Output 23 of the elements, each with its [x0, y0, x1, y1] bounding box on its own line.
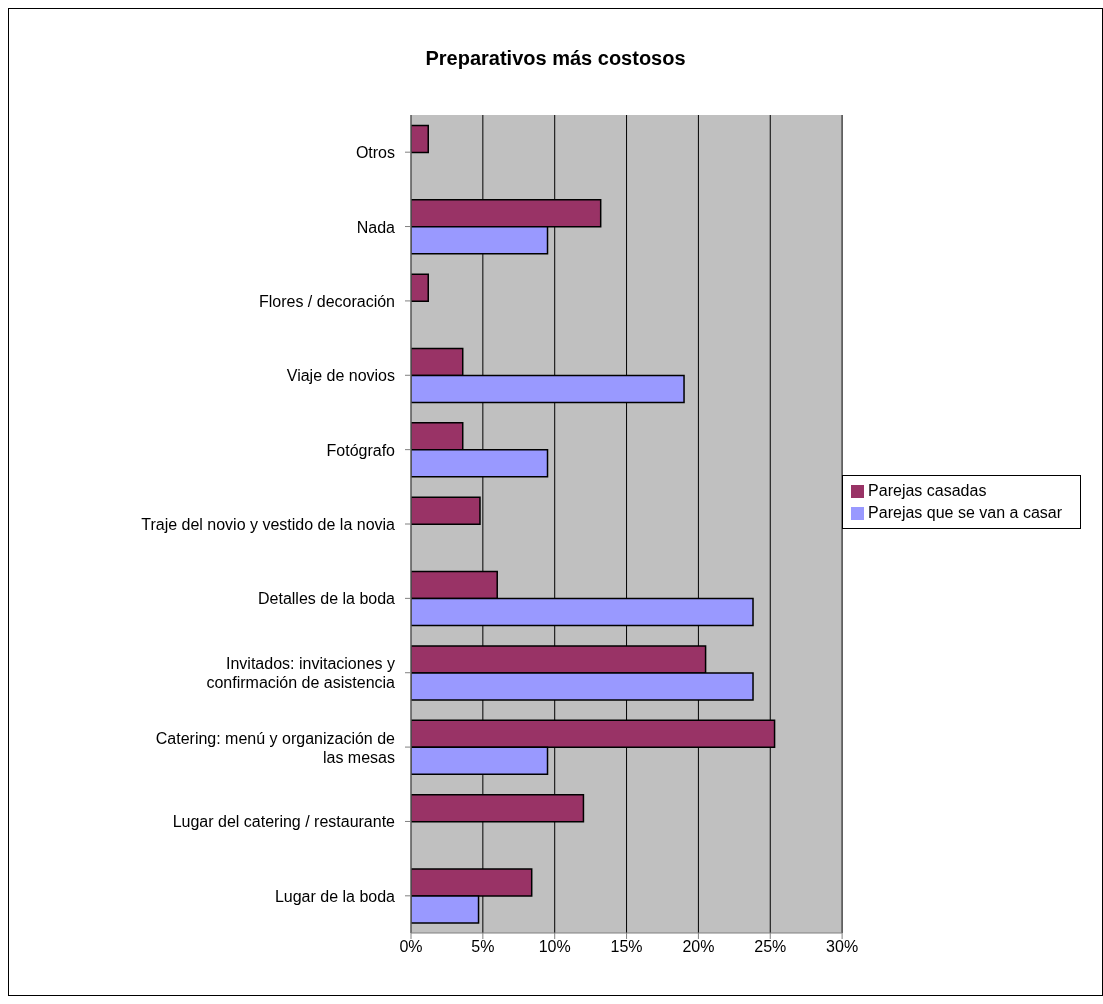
x-tick-label: 10% [538, 938, 571, 956]
x-tick-label: 15% [610, 938, 643, 956]
y-tick-label: Viaje de novios [286, 366, 395, 384]
legend-label: Parejas casadas [868, 481, 987, 499]
y-tick-label: Detalles de la boda [258, 589, 396, 607]
bar [411, 124, 429, 154]
y-tick-label: Fotógrafo [326, 441, 396, 459]
y-tick-label: Traje del novio y vestido de la novia [141, 515, 396, 533]
y-tick-label: Flores / decoración [258, 292, 395, 310]
y-tick-label: Lugar del catering / restaurante [172, 812, 396, 830]
y-tick-label: Otros [355, 143, 395, 161]
y-tick-label: Catering: menú y organización de las mesas [155, 729, 396, 766]
y-tick-label: Lugar de la boda [274, 887, 396, 905]
y-tick-label: Nada [356, 218, 396, 236]
x-tick-label: 0% [399, 938, 423, 956]
legend-label: Parejas que se van a casar [868, 503, 1062, 521]
x-tick-label: 25% [754, 938, 787, 956]
x-tick-label: 5% [471, 938, 495, 956]
y-tick-label: Invitados: invitaciones y confirmación de asistencia [206, 654, 396, 691]
x-tick-label: 30% [826, 938, 859, 956]
x-tick-label: 20% [682, 938, 715, 956]
bar [411, 273, 429, 302]
chart-title: Preparativos más costosos [424, 47, 687, 70]
